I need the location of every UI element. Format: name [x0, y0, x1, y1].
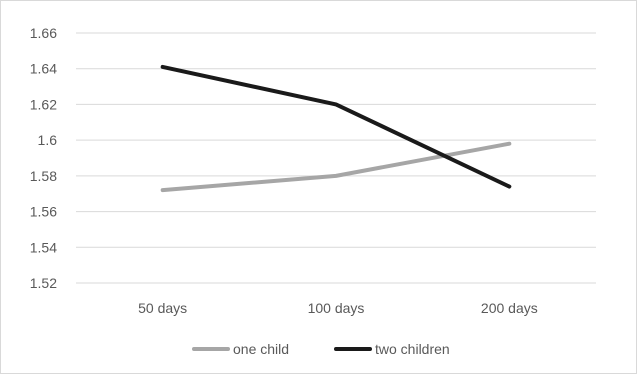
gridlines — [76, 32, 596, 284]
legend-label: two children — [375, 341, 450, 357]
series-line-one-child — [160, 141, 512, 193]
x-axis-tick-labels: 50 days 100 days 200 days — [138, 300, 538, 316]
legend-item: two children — [334, 341, 450, 357]
series-lines — [160, 64, 512, 193]
y-axis-tick-labels: 1.52 1.54 1.56 1.58 1.6 1.62 1.64 1.66 — [30, 25, 57, 291]
legend: one child two children — [192, 341, 450, 357]
series-line-two-children — [160, 64, 512, 189]
y-tick-label: 1.62 — [30, 96, 57, 112]
y-tick-label: 1.56 — [30, 204, 57, 220]
y-tick-label: 1.66 — [30, 25, 57, 41]
x-tick-label: 200 days — [481, 300, 538, 316]
x-tick-label: 50 days — [138, 300, 187, 316]
y-tick-label: 1.58 — [30, 168, 57, 184]
y-tick-label: 1.52 — [30, 275, 57, 291]
y-tick-label: 1.54 — [30, 239, 57, 255]
y-tick-label: 1.6 — [38, 132, 58, 148]
y-tick-label: 1.64 — [30, 61, 57, 77]
legend-item: one child — [192, 341, 289, 357]
legend-label: one child — [233, 341, 289, 357]
x-tick-label: 100 days — [308, 300, 365, 316]
